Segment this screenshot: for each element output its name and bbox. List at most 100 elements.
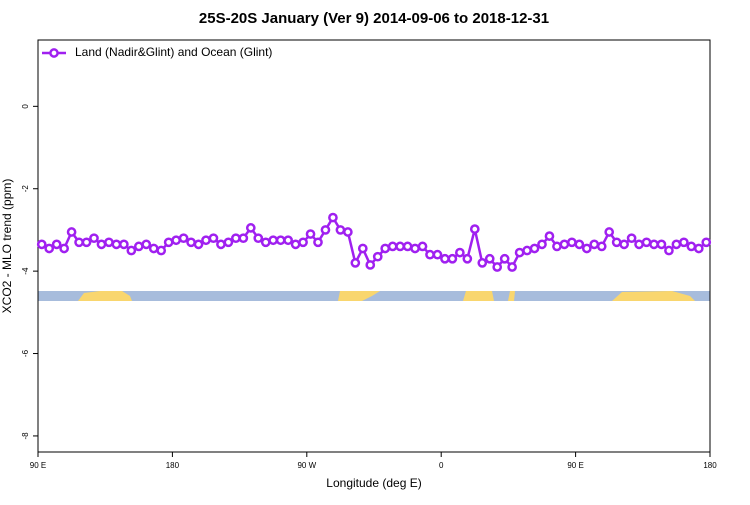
y-tick-label: -2	[21, 185, 30, 193]
point	[133, 241, 144, 252]
point	[36, 239, 47, 250]
point	[260, 237, 271, 248]
point	[208, 233, 219, 244]
point	[66, 227, 77, 237]
point	[268, 235, 279, 246]
point	[559, 239, 570, 250]
point	[365, 260, 376, 270]
point	[611, 237, 622, 248]
point	[447, 253, 458, 264]
x-tick-label: 90 E	[567, 461, 583, 470]
point	[507, 262, 517, 272]
point	[238, 233, 249, 244]
legend-marker	[49, 48, 59, 58]
point	[171, 235, 181, 246]
point	[664, 245, 674, 256]
point	[380, 243, 391, 254]
point	[283, 235, 293, 246]
point	[604, 227, 615, 237]
point	[574, 239, 585, 250]
point	[522, 245, 532, 256]
land	[78, 291, 132, 301]
point	[701, 237, 712, 248]
point	[253, 233, 264, 244]
point	[417, 241, 428, 252]
x-tick-label: 90 W	[297, 461, 316, 470]
point	[455, 247, 465, 258]
point	[693, 243, 704, 254]
point	[372, 251, 383, 262]
point	[402, 241, 413, 252]
point	[96, 239, 107, 250]
point	[320, 225, 331, 235]
point	[596, 241, 607, 252]
point	[343, 227, 353, 237]
point	[357, 243, 368, 254]
point	[59, 243, 69, 254]
point	[410, 243, 420, 254]
point	[492, 262, 503, 272]
point	[469, 224, 480, 234]
point	[298, 237, 308, 248]
point	[335, 225, 346, 235]
point	[328, 212, 338, 223]
point	[387, 241, 398, 252]
map-band	[38, 291, 710, 301]
point	[290, 239, 301, 250]
land	[612, 291, 695, 301]
point	[514, 247, 525, 258]
point	[305, 229, 316, 239]
x-tick-label: 90 E	[30, 461, 46, 470]
land	[463, 291, 494, 301]
point	[552, 241, 562, 252]
point	[223, 237, 234, 248]
point	[141, 239, 152, 250]
point	[119, 239, 129, 250]
point	[477, 258, 488, 268]
point	[104, 237, 114, 248]
y-axis-label: XCO2 - MLO trend (ppm)	[0, 179, 14, 314]
point	[245, 223, 256, 233]
point	[350, 258, 361, 268]
x-tick-label: 0	[439, 461, 444, 470]
point	[111, 239, 122, 250]
y-tick-label: -4	[21, 267, 30, 275]
point	[156, 245, 167, 256]
point	[201, 235, 211, 246]
point	[231, 233, 241, 244]
point	[537, 239, 547, 250]
y-tick-label: 0	[21, 104, 30, 109]
point	[89, 233, 99, 244]
point	[216, 239, 226, 250]
point	[44, 243, 55, 254]
legend-label: Land (Nadir&Glint) and Ocean (Glint)	[75, 45, 272, 59]
point	[163, 237, 174, 248]
chart-title: 25S-20S January (Ver 9) 2014-09-06 to 20…	[199, 10, 549, 27]
y-tick-label: -6	[21, 349, 30, 357]
point	[313, 237, 323, 248]
point	[589, 239, 600, 250]
point	[679, 237, 689, 248]
y-tick-label: -8	[21, 432, 30, 440]
point	[671, 239, 682, 250]
point	[656, 239, 667, 250]
point	[529, 243, 540, 254]
point	[686, 241, 697, 252]
x-tick-label: 180	[703, 461, 717, 470]
point	[178, 233, 189, 244]
point	[641, 237, 652, 248]
point	[544, 231, 555, 241]
point	[432, 249, 443, 260]
point	[462, 253, 473, 264]
point	[395, 241, 405, 252]
point	[74, 237, 84, 248]
point	[81, 237, 92, 248]
land	[508, 291, 515, 301]
ocean-band	[38, 291, 710, 301]
point	[425, 249, 435, 260]
point	[148, 243, 159, 254]
point	[649, 239, 659, 250]
point	[626, 233, 637, 244]
point	[440, 253, 450, 264]
